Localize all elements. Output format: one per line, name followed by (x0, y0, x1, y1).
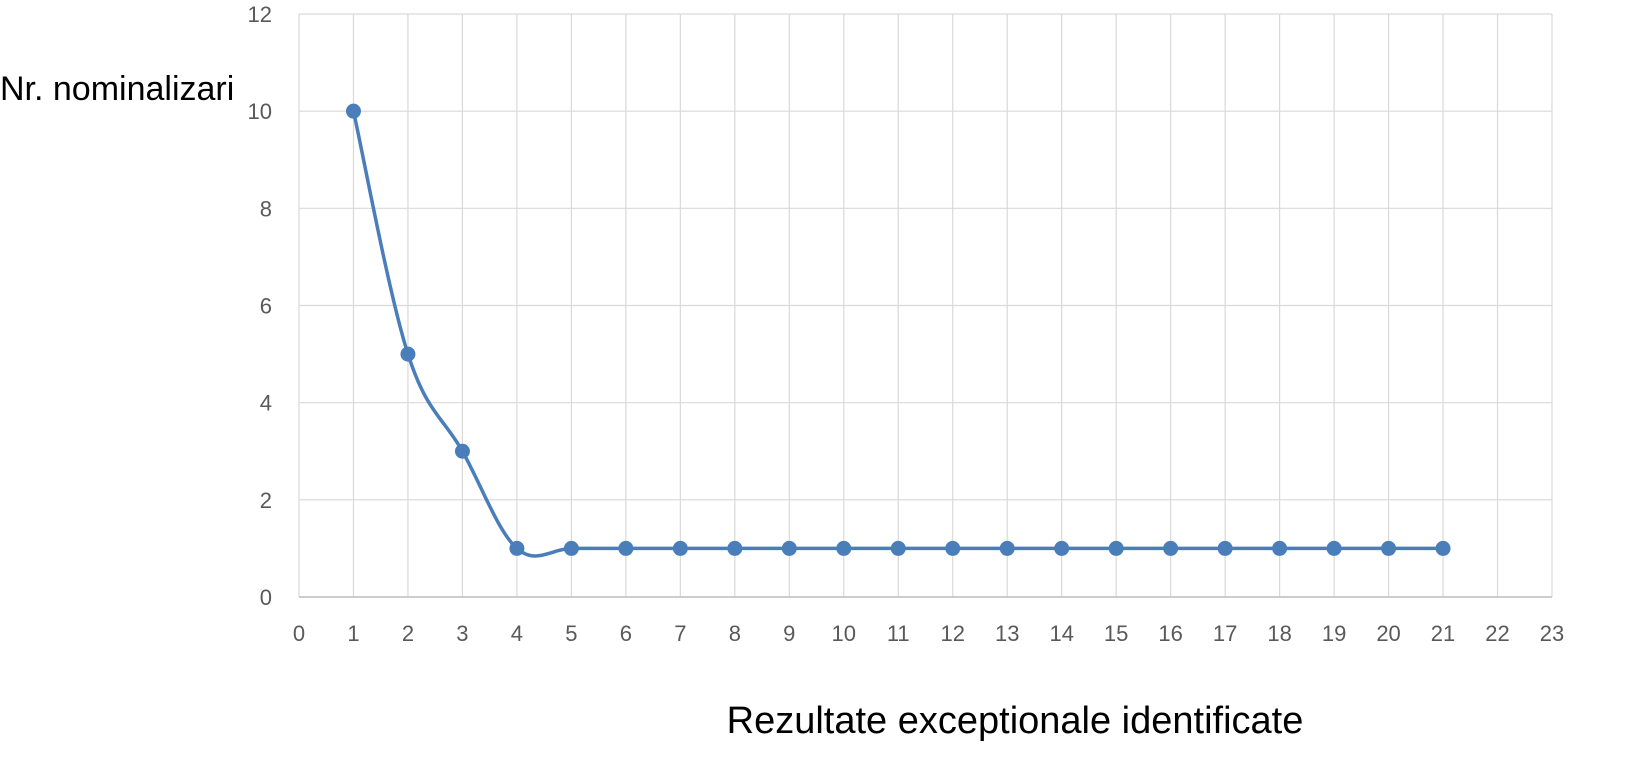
x-tick-label: 12 (940, 621, 964, 646)
x-tick-label: 18 (1267, 621, 1291, 646)
data-point (1435, 540, 1451, 556)
data-point (1054, 540, 1070, 556)
data-point (1108, 540, 1124, 556)
grid-lines (298, 13, 1553, 598)
y-tick-label: 8 (260, 196, 272, 221)
x-tick-label: 3 (456, 621, 468, 646)
x-tick-label: 22 (1485, 621, 1509, 646)
x-tick-label: 14 (1049, 621, 1073, 646)
data-point (400, 346, 416, 362)
x-tick-label: 8 (729, 621, 741, 646)
data-point (999, 540, 1015, 556)
x-tick-label: 11 (887, 621, 910, 646)
x-axis-label: Rezultate exceptionale identificate (726, 700, 1304, 742)
x-tick-label: 13 (995, 621, 1019, 646)
data-point (1217, 540, 1233, 556)
data-point (509, 540, 525, 556)
x-tick-label: 21 (1431, 621, 1455, 646)
x-tick-label: 15 (1104, 621, 1128, 646)
series-points (345, 103, 1451, 556)
data-point (1326, 540, 1342, 556)
x-tick-label: 5 (565, 621, 577, 646)
x-tick-label: 1 (347, 621, 359, 646)
y-tick-label: 12 (248, 2, 272, 27)
y-tick-labels: 0 2 4 6 8 10 12 (248, 2, 272, 610)
y-tick-label: 10 (248, 99, 272, 124)
data-point (890, 540, 906, 556)
data-point (454, 443, 470, 459)
x-tick-label: 6 (620, 621, 632, 646)
data-point (563, 540, 579, 556)
series-line (351, 110, 1444, 558)
x-tick-label: 20 (1376, 621, 1400, 646)
data-point (345, 103, 361, 119)
x-tick-label: 23 (1540, 621, 1564, 646)
x-tick-label: 4 (511, 621, 523, 646)
data-point (618, 540, 634, 556)
x-tick-labels: 0 1 2 3 4 5 6 7 8 9 10 11 12 13 14 15 16 17 18 19 20 21 22 23 (293, 621, 1564, 646)
y-tick-label: 6 (260, 294, 272, 319)
y-axis-label: Nr. nominalizari (0, 70, 235, 108)
y-tick-label: 4 (260, 391, 272, 416)
x-tick-label: 19 (1322, 621, 1346, 646)
data-point (781, 540, 797, 556)
x-tick-label: 9 (783, 621, 795, 646)
x-tick-label: 7 (674, 621, 686, 646)
y-tick-label: 0 (260, 585, 272, 610)
x-tick-label: 2 (402, 621, 414, 646)
data-point (1381, 540, 1397, 556)
x-tick-label: 0 (293, 621, 305, 646)
data-point (727, 540, 743, 556)
data-point (945, 540, 961, 556)
x-tick-label: 17 (1213, 621, 1237, 646)
x-tick-label: 16 (1158, 621, 1182, 646)
data-point (672, 540, 688, 556)
data-point (836, 540, 852, 556)
x-tick-label: 10 (832, 621, 856, 646)
data-point (1163, 540, 1179, 556)
data-point (1272, 540, 1288, 556)
y-tick-label: 2 (260, 488, 272, 513)
